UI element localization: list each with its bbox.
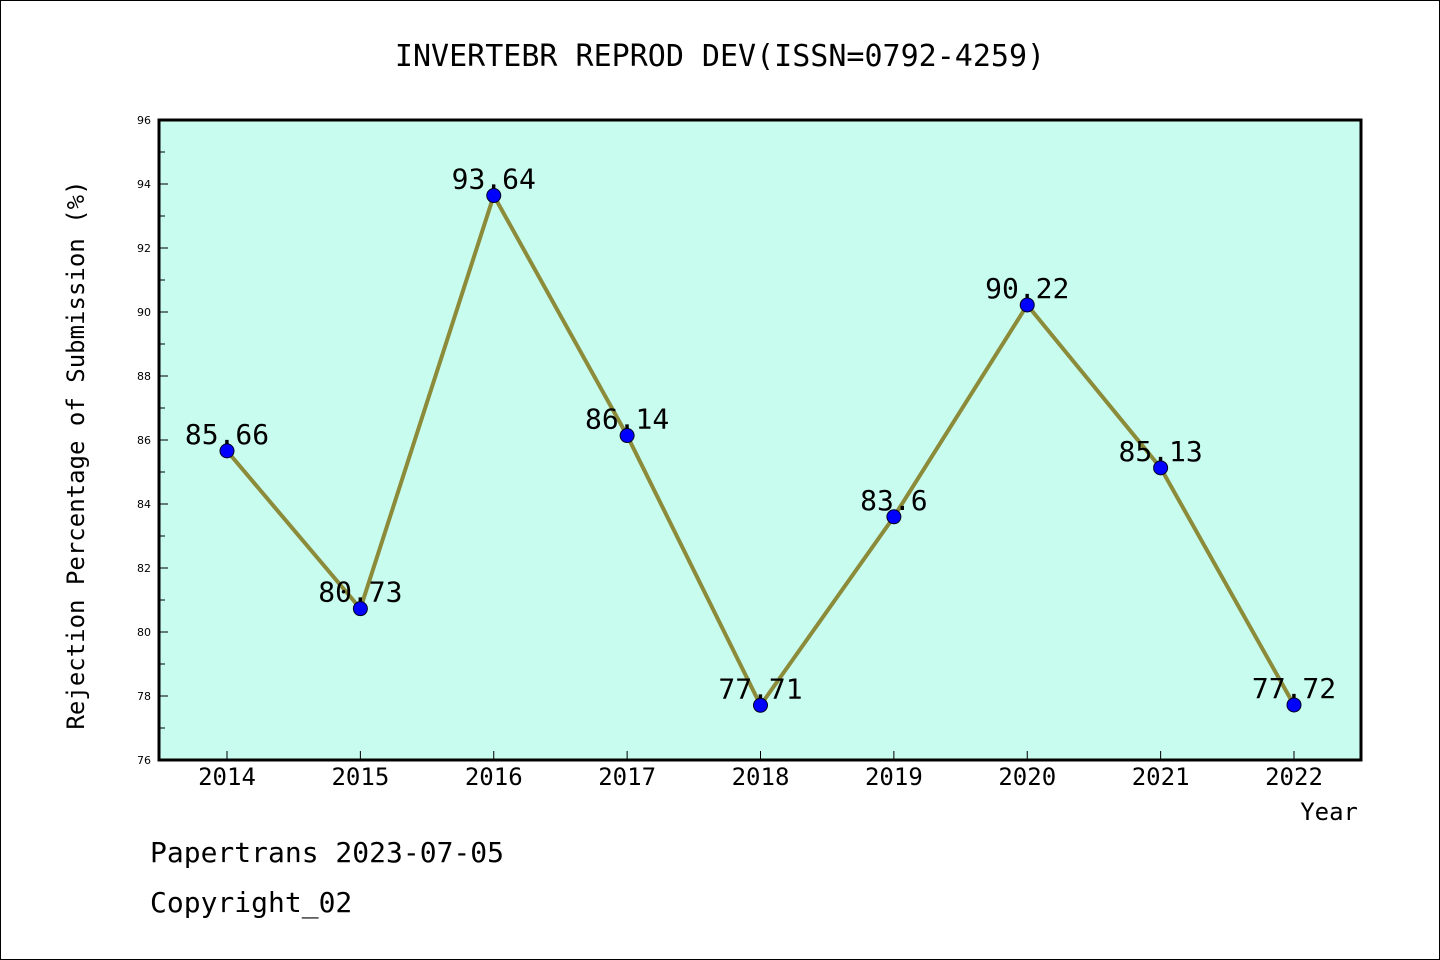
x-tick-label-2016: 2016 <box>465 763 523 791</box>
data-point-2019 <box>886 509 902 525</box>
x-tick-label-2021: 2021 <box>1132 763 1190 791</box>
x-tick-label-2017: 2017 <box>598 763 656 791</box>
footer-copyright: Copyright_02 <box>150 886 353 919</box>
y-tick-label-88: 88 <box>137 370 151 383</box>
x-tick-label-2018: 2018 <box>732 763 790 791</box>
y-tick-label-78: 78 <box>137 690 151 703</box>
y-tick-label-90: 90 <box>137 306 151 319</box>
data-point-2016 <box>486 188 502 204</box>
y-tick-label-86: 86 <box>137 434 151 447</box>
data-point-2014 <box>219 443 235 459</box>
x-tick-label-2019: 2019 <box>865 763 923 791</box>
x-tick-label-2020: 2020 <box>998 763 1056 791</box>
data-points <box>219 188 1302 713</box>
y-axis: 76 78 80 82 84 86 88 90 92 94 96 <box>137 114 168 767</box>
y-axis-label: Rejection Percentage of Submission (%) <box>62 180 90 729</box>
data-label-2016: 93.64 <box>452 163 536 196</box>
data-point-2022 <box>1286 697 1302 713</box>
data-label-2018: 77.71 <box>718 672 802 705</box>
data-label-2015: 80.73 <box>318 576 402 609</box>
x-axis: 2014 2015 2016 2017 2018 2019 2020 2021 2022 <box>198 751 1323 791</box>
x-tick-label-2022: 2022 <box>1265 763 1323 791</box>
data-point-2015 <box>352 601 368 617</box>
y-tick-label-80: 80 <box>137 626 151 639</box>
x-tick-label-2014: 2014 <box>198 763 256 791</box>
y-tick-label-82: 82 <box>137 562 151 575</box>
footer-date: Papertrans 2023-07-05 <box>150 836 505 869</box>
plot-area <box>157 118 1363 762</box>
data-label-2014: 85.66 <box>185 418 269 451</box>
data-label-2017: 86.14 <box>585 403 669 436</box>
y-tick-label-96: 96 <box>137 114 151 127</box>
data-point-2020 <box>1019 297 1035 313</box>
x-axis-label: Year <box>1300 798 1358 826</box>
data-point-2018 <box>753 697 768 713</box>
data-label-2019: 83.6 <box>860 484 927 517</box>
y-tick-label-92: 92 <box>137 242 151 255</box>
data-label-2020: 90.22 <box>985 272 1069 305</box>
data-point-2021 <box>1153 460 1169 476</box>
data-point-2017 <box>619 428 635 444</box>
data-labels: 85.66 80.73 93.64 86.14 77.71 83.6 90.22 85.13 7… <box>185 163 1336 706</box>
data-label-2022: 77.72 <box>1252 672 1336 705</box>
chart-title: INVERTEBR REPROD DEV(ISSN=0792-4259) <box>395 39 1045 74</box>
y-tick-label-76: 76 <box>137 754 151 767</box>
y-tick-label-84: 84 <box>137 498 151 511</box>
x-tick-label-2015: 2015 <box>331 763 389 791</box>
data-label-2021: 85.13 <box>1118 435 1202 468</box>
y-tick-label-94: 94 <box>137 178 151 191</box>
